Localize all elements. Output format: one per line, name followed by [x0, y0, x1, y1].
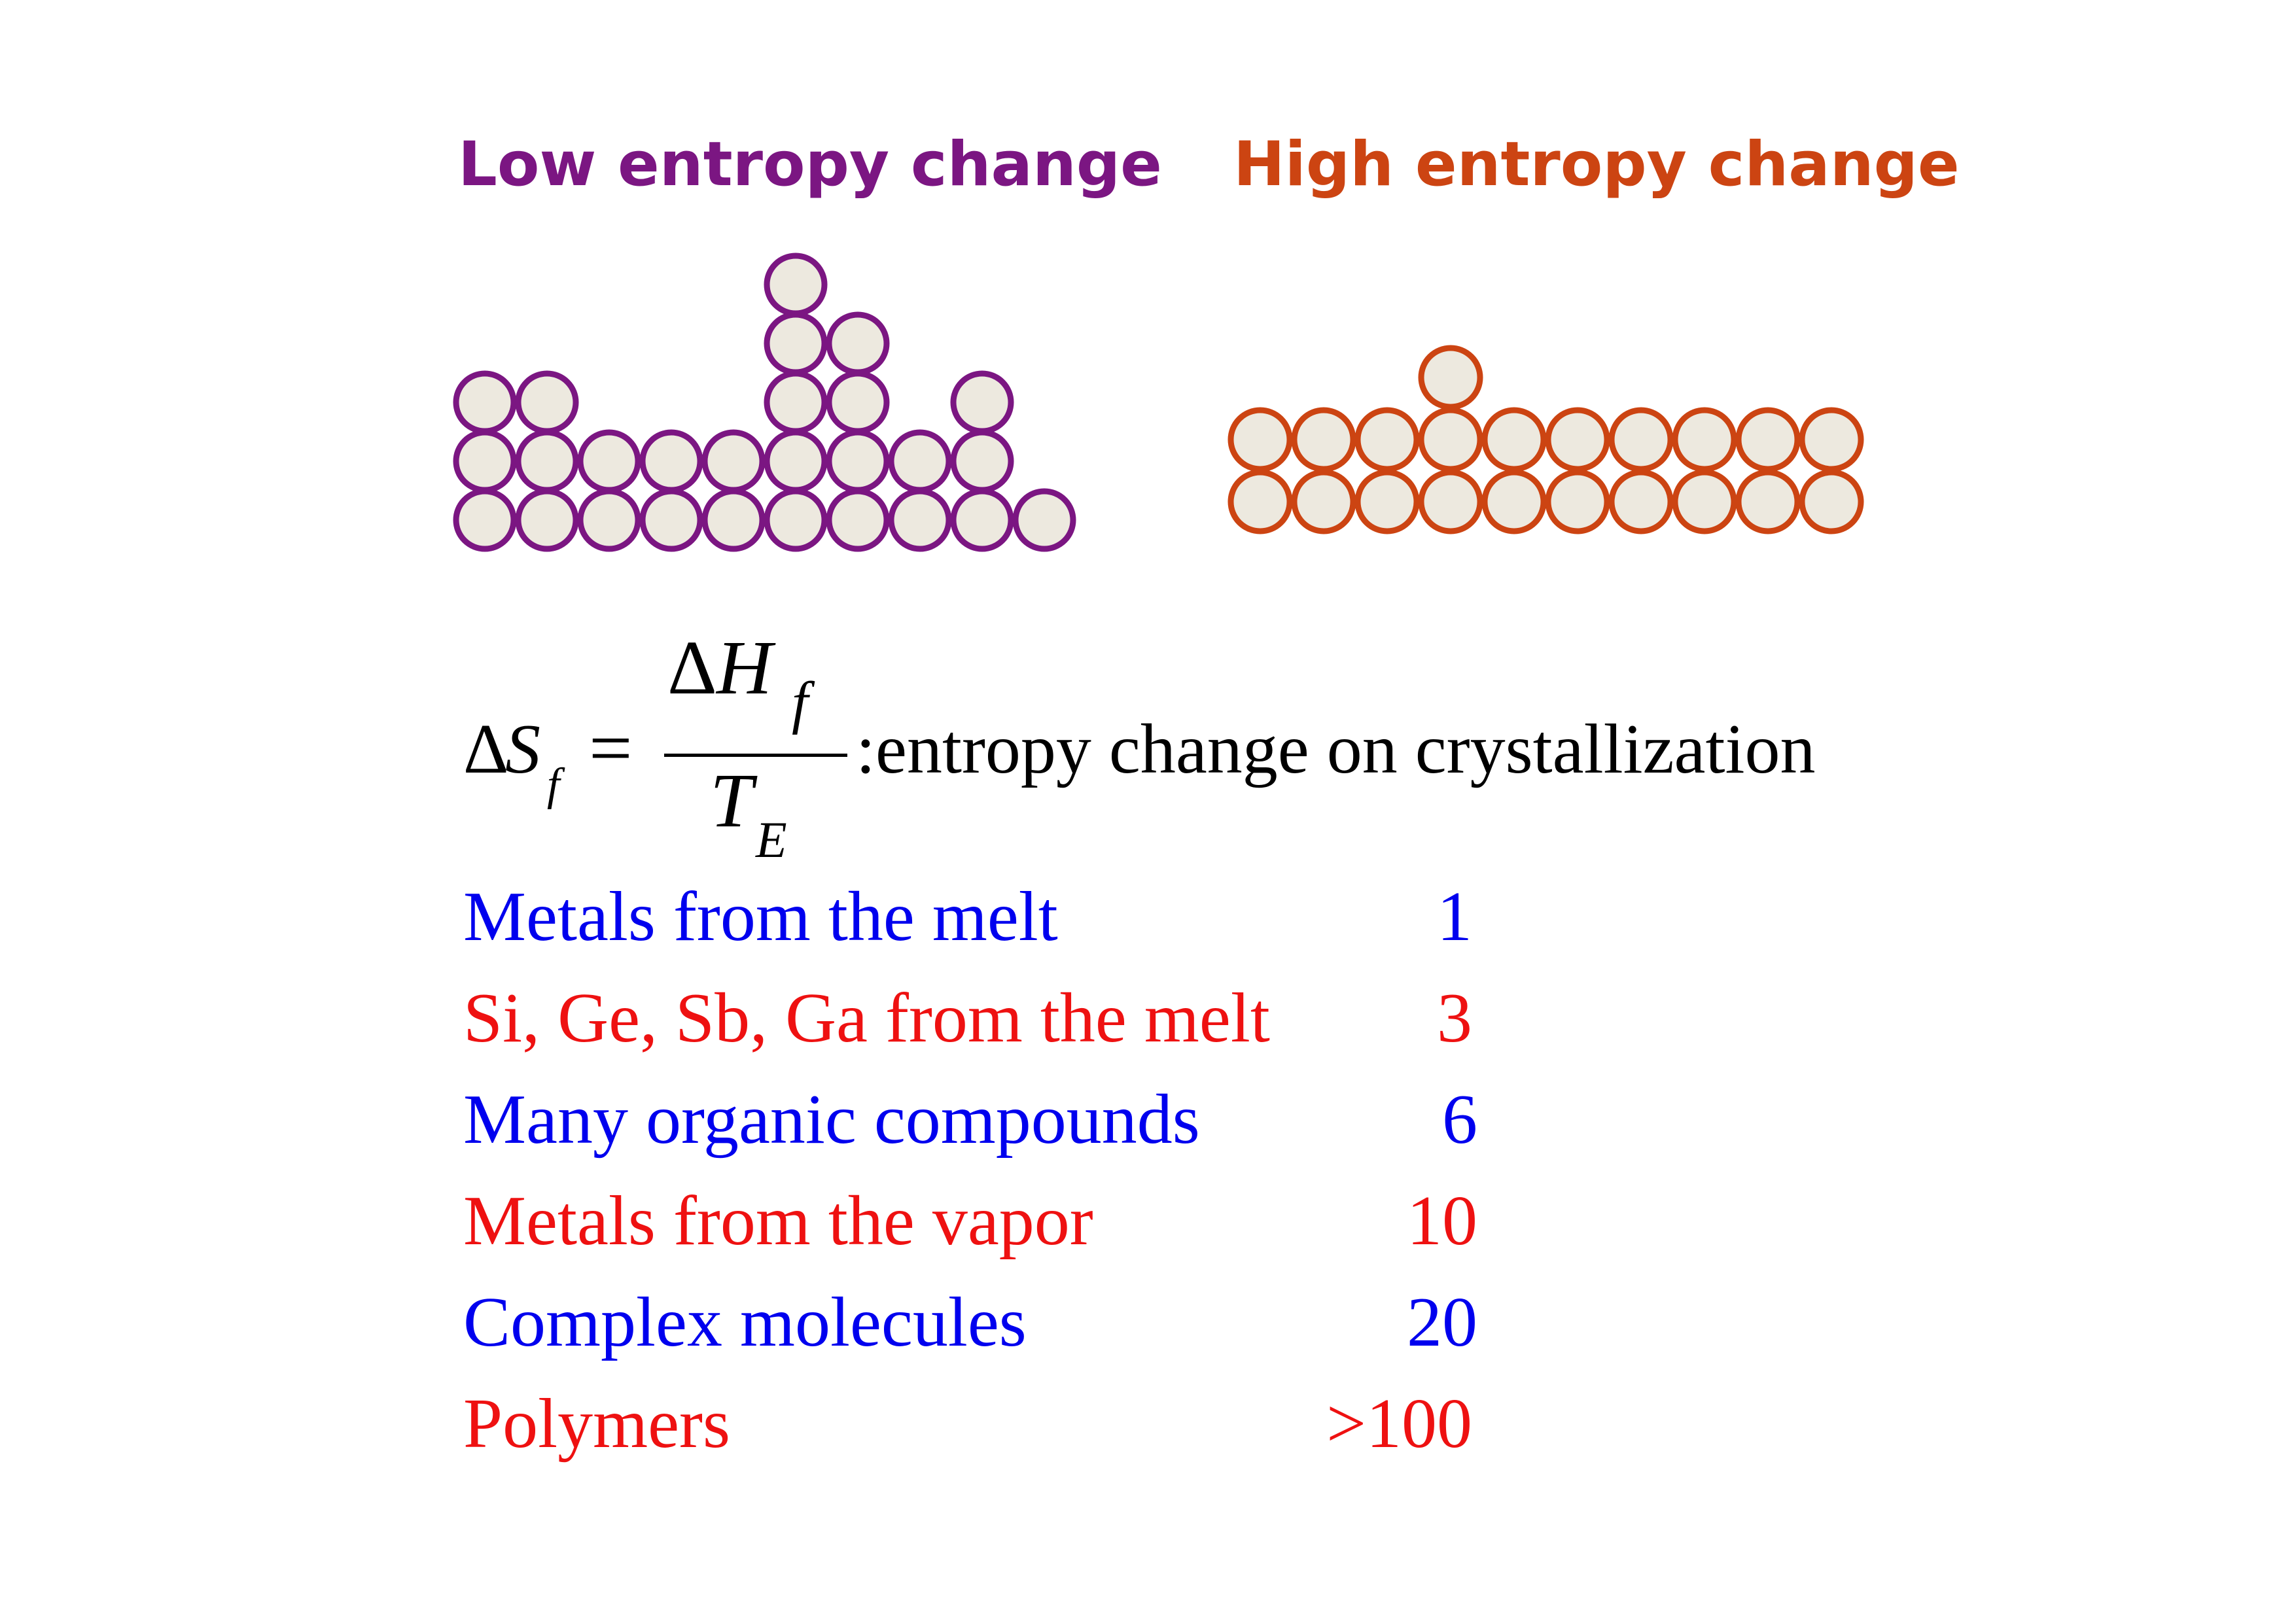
high-entropy-atom	[1608, 469, 1674, 534]
low-entropy-atom	[826, 311, 890, 375]
low-entropy-atom-cluster	[453, 253, 1076, 552]
low-entropy-heading: Low entropy change	[458, 129, 1162, 200]
high-entropy-atom	[1481, 407, 1547, 472]
low-entropy-atom	[950, 370, 1014, 434]
high-entropy-adatom	[1418, 345, 1483, 410]
row-value-metals-melt: 1	[1437, 878, 1472, 956]
formula-numerator-variable: H	[716, 625, 773, 710]
row-label-organic-compounds: Many organic compounds	[463, 1081, 1200, 1159]
formula-numerator-delta: Δ	[667, 625, 717, 710]
high-entropy-atom	[1799, 407, 1864, 472]
high-entropy-atom	[1672, 407, 1737, 472]
formula-lhs-variable: S	[505, 710, 540, 788]
formula-denominator-subscript: E	[756, 811, 787, 868]
high-entropy-atom	[1418, 407, 1483, 472]
row-label-polymers: Polymers	[463, 1385, 731, 1463]
fraction-bar	[664, 754, 847, 757]
high-entropy-atom	[1227, 407, 1293, 472]
row-label-metals-vapor: Metals from the vapor	[463, 1182, 1093, 1260]
low-entropy-atom	[764, 253, 828, 317]
row-value-organic-compounds: 6	[1442, 1081, 1477, 1159]
high-entropy-atom	[1735, 407, 1801, 472]
high-entropy-atom	[1545, 407, 1610, 472]
high-entropy-atom	[1418, 469, 1483, 534]
high-entropy-atom	[1354, 407, 1420, 472]
high-entropy-atom	[1227, 469, 1293, 534]
formula-equals: =	[589, 705, 633, 791]
high-entropy-atom	[1608, 407, 1674, 472]
formula-caption: :entropy change on crystallization	[856, 710, 1816, 788]
low-entropy-atom	[1012, 488, 1076, 552]
formula-denominator-variable: T	[710, 758, 753, 843]
entropy-formula: Δ S f = Δ H f T E :entropy change on cry…	[463, 625, 1816, 868]
low-entropy-atom	[888, 429, 952, 493]
row-label-metals-melt: Metals from the melt	[463, 878, 1058, 956]
low-entropy-atom	[453, 370, 517, 434]
high-entropy-atom	[1672, 469, 1737, 534]
high-entropy-atom	[1291, 469, 1356, 534]
low-entropy-atom	[577, 429, 641, 493]
formula-numerator-subscript: f	[792, 671, 809, 735]
high-entropy-atom	[1545, 469, 1610, 534]
high-entropy-atom-layer	[1227, 345, 1864, 534]
high-entropy-heading: High entropy change	[1233, 129, 1960, 200]
row-label-semiconductors-melt: Si, Ge, Sb, Ga from the melt	[463, 979, 1270, 1057]
low-entropy-atom	[639, 429, 703, 493]
high-entropy-atom	[1481, 469, 1547, 534]
low-entropy-atom	[515, 370, 579, 434]
row-value-metals-vapor: 10	[1407, 1182, 1477, 1260]
low-entropy-atom	[701, 429, 766, 493]
row-value-complex-molecules: 20	[1407, 1283, 1477, 1361]
high-entropy-atom	[1291, 407, 1356, 472]
row-value-polymers: >100	[1326, 1385, 1472, 1463]
high-entropy-atom	[1354, 469, 1420, 534]
high-entropy-atom	[1735, 469, 1801, 534]
atom-illustrations	[453, 253, 1864, 552]
high-entropy-atom	[1799, 469, 1864, 534]
row-label-complex-molecules: Complex molecules	[463, 1283, 1027, 1361]
formula-lhs-delta: Δ	[463, 710, 509, 788]
row-value-semiconductors-melt: 3	[1437, 979, 1472, 1057]
formula-lhs-subscript: f	[547, 759, 560, 810]
